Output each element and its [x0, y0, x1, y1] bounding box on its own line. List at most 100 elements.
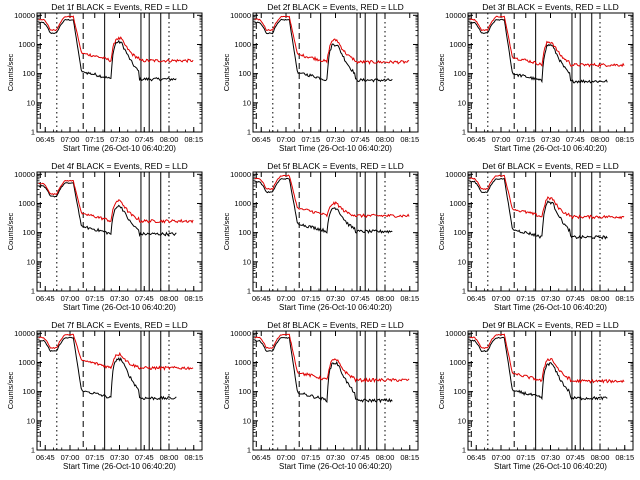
plot-frame [252, 330, 419, 451]
x-tick-label: 07:30 [326, 135, 345, 144]
x-tick-label: 07:45 [566, 453, 585, 462]
x-axis-label: Start Time (26-Oct-10 06:40:20) [63, 462, 176, 471]
events-series-line [254, 18, 393, 83]
detector-panel: 1 10 100 1000 10000 06:45 07:00 07:15 07:30 07:45… [437, 161, 634, 312]
y-axis-label: Counts/sec [437, 53, 446, 91]
y-tick-label: 10000 [230, 329, 251, 338]
plot-frame [467, 12, 634, 133]
lld-series-line [469, 333, 625, 384]
y-tick-label: 1000 [18, 199, 35, 208]
events-series-line [469, 18, 608, 84]
y-tick-label: 10 [458, 416, 466, 425]
y-axis-label: Counts/sec [6, 53, 15, 91]
x-tick-label: 07:15 [85, 453, 104, 462]
x-tick-label: 08:15 [615, 135, 634, 144]
y-tick-label: 10000 [445, 11, 466, 20]
y-tick-label: 10 [458, 257, 466, 266]
panel-title: Det 9f BLACK = Events, RED = LLD [482, 320, 619, 330]
x-tick-label: 06:45 [36, 294, 55, 303]
lld-series-line [469, 174, 625, 220]
y-tick-label: 100 [238, 387, 251, 396]
y-tick-label: 10000 [230, 11, 251, 20]
x-tick-label: 08:15 [615, 453, 634, 462]
x-axis-label: Start Time (26-Oct-10 06:40:20) [494, 144, 607, 153]
x-tick-label: 08:00 [160, 453, 179, 462]
y-tick-label: 100 [22, 387, 35, 396]
x-tick-label: 07:15 [516, 294, 535, 303]
x-tick-label: 08:00 [160, 294, 179, 303]
detector-panel: 1 10 100 1000 10000 06:45 07:00 07:15 07:30 07:45… [222, 320, 419, 471]
lld-series-line [38, 333, 194, 371]
lld-series-line [469, 15, 625, 68]
x-tick-label: 07:00 [277, 135, 296, 144]
lld-series-line [38, 179, 194, 224]
x-tick-label: 07:30 [541, 294, 560, 303]
x-tick-label: 08:00 [591, 135, 610, 144]
detector-panel: 1 10 100 1000 10000 06:45 07:00 07:15 07:30 07:45… [437, 2, 634, 153]
panel-title: Det 1f BLACK = Events, RED = LLD [51, 2, 188, 12]
y-tick-label: 100 [22, 228, 35, 237]
panel-title: Det 3f BLACK = Events, RED = LLD [482, 2, 619, 12]
y-tick-label: 100 [238, 69, 251, 78]
x-tick-label: 06:45 [467, 135, 486, 144]
plot-frame [467, 171, 634, 292]
x-axis-label: Start Time (26-Oct-10 06:40:20) [279, 144, 392, 153]
y-tick-label: 10 [243, 257, 251, 266]
y-tick-label: 10000 [14, 329, 35, 338]
events-series-line [38, 336, 177, 401]
x-axis-label: Start Time (26-Oct-10 06:40:20) [494, 462, 607, 471]
y-tick-label: 100 [453, 228, 466, 237]
y-axis-label: Counts/sec [222, 212, 231, 250]
y-tick-label: 1000 [234, 40, 251, 49]
x-tick-label: 08:15 [184, 135, 203, 144]
y-axis-label: Counts/sec [222, 371, 231, 409]
x-tick-label: 08:00 [591, 453, 610, 462]
y-tick-label: 1000 [234, 199, 251, 208]
y-tick-label: 100 [453, 387, 466, 396]
x-tick-label: 06:45 [252, 453, 271, 462]
y-tick-label: 1 [31, 446, 35, 455]
x-tick-label: 07:00 [61, 453, 80, 462]
y-tick-label: 10000 [230, 170, 251, 179]
detector-panel: 1 10 100 1000 10000 06:45 07:00 07:15 07:30 07:45… [222, 161, 419, 312]
y-tick-label: 100 [22, 69, 35, 78]
plot-frame [36, 171, 203, 292]
x-tick-label: 07:00 [492, 135, 511, 144]
y-axis-label: Counts/sec [6, 212, 15, 250]
y-tick-label: 10 [243, 416, 251, 425]
x-tick-label: 07:15 [301, 294, 320, 303]
x-tick-label: 07:45 [566, 135, 585, 144]
detector-panel: 1 10 100 1000 10000 06:45 07:00 07:15 07:30 07:45… [6, 161, 203, 312]
x-tick-label: 08:00 [160, 135, 179, 144]
y-tick-label: 1000 [18, 358, 35, 367]
y-tick-label: 10 [243, 98, 251, 107]
y-tick-label: 100 [238, 228, 251, 237]
x-tick-label: 07:15 [516, 135, 535, 144]
events-series-line [38, 18, 177, 82]
y-tick-label: 10 [27, 416, 35, 425]
x-tick-label: 08:00 [376, 135, 395, 144]
x-tick-label: 07:30 [326, 294, 345, 303]
y-tick-label: 1 [462, 287, 466, 296]
panel-title: Det 7f BLACK = Events, RED = LLD [51, 320, 188, 330]
detector-panel: 1 10 100 1000 10000 06:45 07:00 07:15 07:30 07:45… [222, 2, 419, 153]
events-series-line [38, 181, 177, 238]
x-tick-label: 07:00 [492, 294, 511, 303]
y-tick-label: 1000 [18, 40, 35, 49]
y-tick-label: 1 [462, 128, 466, 137]
plot-frame [36, 12, 203, 133]
y-tick-label: 10000 [445, 329, 466, 338]
lld-series-line [38, 15, 194, 64]
y-axis-label: Counts/sec [222, 53, 231, 91]
y-tick-label: 1000 [449, 40, 466, 49]
y-tick-label: 1 [462, 446, 466, 455]
x-tick-label: 07:00 [277, 294, 296, 303]
y-tick-label: 1 [31, 287, 35, 296]
y-tick-label: 100 [453, 69, 466, 78]
y-tick-label: 1000 [234, 358, 251, 367]
x-tick-label: 07:30 [110, 453, 129, 462]
detector-panel: 1 10 100 1000 10000 06:45 07:00 07:15 07:30 07:45… [437, 320, 634, 471]
x-tick-label: 07:30 [541, 135, 560, 144]
y-tick-label: 1 [247, 446, 251, 455]
x-tick-label: 08:15 [400, 294, 419, 303]
